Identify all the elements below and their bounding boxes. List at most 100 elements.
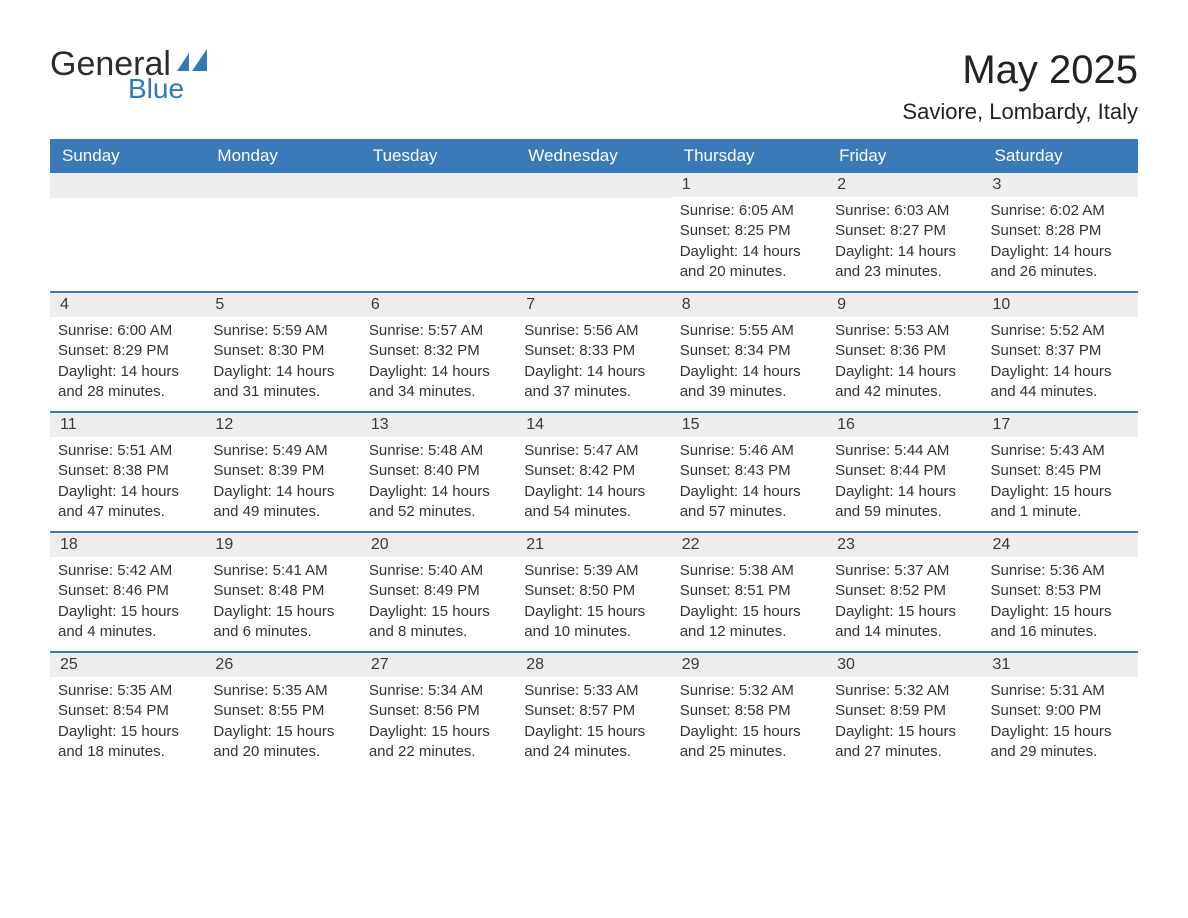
daylight-line: Daylight: 14 hours and 26 minutes. (991, 242, 1130, 283)
daylight-line: Daylight: 15 hours and 1 minute. (991, 482, 1130, 523)
empty-day-header (205, 173, 360, 198)
sunset-line: Sunset: 8:28 PM (991, 221, 1130, 241)
dow-saturday: Saturday (983, 139, 1138, 173)
day-number: 18 (50, 533, 205, 557)
sunrise-line: Sunrise: 5:33 AM (524, 681, 663, 701)
sunset-line: Sunset: 8:39 PM (213, 461, 352, 481)
day-cell: 6Sunrise: 5:57 AMSunset: 8:32 PMDaylight… (361, 293, 516, 411)
day-details: Sunrise: 6:05 AMSunset: 8:25 PMDaylight:… (672, 197, 827, 288)
day-number: 3 (983, 173, 1138, 197)
day-cell: 9Sunrise: 5:53 AMSunset: 8:36 PMDaylight… (827, 293, 982, 411)
daylight-line: Daylight: 14 hours and 47 minutes. (58, 482, 197, 523)
sunset-line: Sunset: 8:50 PM (524, 581, 663, 601)
dow-thursday: Thursday (672, 139, 827, 173)
sunrise-line: Sunrise: 6:05 AM (680, 201, 819, 221)
day-details: Sunrise: 5:32 AMSunset: 8:58 PMDaylight:… (672, 677, 827, 768)
empty-day-header (361, 173, 516, 198)
empty-day-header (50, 173, 205, 198)
day-cell: 16Sunrise: 5:44 AMSunset: 8:44 PMDayligh… (827, 413, 982, 531)
sunset-line: Sunset: 8:58 PM (680, 701, 819, 721)
day-details: Sunrise: 5:35 AMSunset: 8:54 PMDaylight:… (50, 677, 205, 768)
day-details: Sunrise: 5:34 AMSunset: 8:56 PMDaylight:… (361, 677, 516, 768)
day-number: 10 (983, 293, 1138, 317)
day-cell: 4Sunrise: 6:00 AMSunset: 8:29 PMDaylight… (50, 293, 205, 411)
sunrise-line: Sunrise: 5:34 AM (369, 681, 508, 701)
sunrise-line: Sunrise: 5:44 AM (835, 441, 974, 461)
sunset-line: Sunset: 8:56 PM (369, 701, 508, 721)
dow-tuesday: Tuesday (361, 139, 516, 173)
day-number: 25 (50, 653, 205, 677)
sunrise-line: Sunrise: 5:55 AM (680, 321, 819, 341)
day-number: 19 (205, 533, 360, 557)
sunset-line: Sunset: 8:57 PM (524, 701, 663, 721)
daylight-line: Daylight: 14 hours and 39 minutes. (680, 362, 819, 403)
day-cell: 22Sunrise: 5:38 AMSunset: 8:51 PMDayligh… (672, 533, 827, 651)
day-cell: 2Sunrise: 6:03 AMSunset: 8:27 PMDaylight… (827, 173, 982, 291)
sunrise-line: Sunrise: 5:35 AM (213, 681, 352, 701)
day-number: 20 (361, 533, 516, 557)
day-details: Sunrise: 5:40 AMSunset: 8:49 PMDaylight:… (361, 557, 516, 648)
sunrise-line: Sunrise: 5:57 AM (369, 321, 508, 341)
title-block: May 2025 Saviore, Lombardy, Italy (902, 48, 1138, 125)
daylight-line: Daylight: 15 hours and 29 minutes. (991, 722, 1130, 763)
sunset-line: Sunset: 8:49 PM (369, 581, 508, 601)
day-cell: 1Sunrise: 6:05 AMSunset: 8:25 PMDaylight… (672, 173, 827, 291)
day-details: Sunrise: 5:55 AMSunset: 8:34 PMDaylight:… (672, 317, 827, 408)
sunset-line: Sunset: 8:36 PM (835, 341, 974, 361)
day-details: Sunrise: 5:37 AMSunset: 8:52 PMDaylight:… (827, 557, 982, 648)
day-number: 9 (827, 293, 982, 317)
day-details: Sunrise: 5:57 AMSunset: 8:32 PMDaylight:… (361, 317, 516, 408)
day-cell: 15Sunrise: 5:46 AMSunset: 8:43 PMDayligh… (672, 413, 827, 531)
day-details: Sunrise: 5:42 AMSunset: 8:46 PMDaylight:… (50, 557, 205, 648)
day-number: 14 (516, 413, 671, 437)
day-details: Sunrise: 5:33 AMSunset: 8:57 PMDaylight:… (516, 677, 671, 768)
day-cell: 21Sunrise: 5:39 AMSunset: 8:50 PMDayligh… (516, 533, 671, 651)
day-details: Sunrise: 5:59 AMSunset: 8:30 PMDaylight:… (205, 317, 360, 408)
day-cell: 26Sunrise: 5:35 AMSunset: 8:55 PMDayligh… (205, 653, 360, 771)
day-details: Sunrise: 5:46 AMSunset: 8:43 PMDaylight:… (672, 437, 827, 528)
daylight-line: Daylight: 14 hours and 37 minutes. (524, 362, 663, 403)
day-cell: 3Sunrise: 6:02 AMSunset: 8:28 PMDaylight… (983, 173, 1138, 291)
daylight-line: Daylight: 14 hours and 31 minutes. (213, 362, 352, 403)
sunset-line: Sunset: 8:45 PM (991, 461, 1130, 481)
sunrise-line: Sunrise: 5:48 AM (369, 441, 508, 461)
daylight-line: Daylight: 14 hours and 57 minutes. (680, 482, 819, 523)
day-cell (361, 173, 516, 291)
day-details: Sunrise: 5:43 AMSunset: 8:45 PMDaylight:… (983, 437, 1138, 528)
day-number: 27 (361, 653, 516, 677)
sunrise-line: Sunrise: 6:02 AM (991, 201, 1130, 221)
day-details: Sunrise: 6:02 AMSunset: 8:28 PMDaylight:… (983, 197, 1138, 288)
day-number: 15 (672, 413, 827, 437)
sunset-line: Sunset: 8:42 PM (524, 461, 663, 481)
weeks-container: 1Sunrise: 6:05 AMSunset: 8:25 PMDaylight… (50, 173, 1138, 771)
day-number: 23 (827, 533, 982, 557)
daylight-line: Daylight: 14 hours and 23 minutes. (835, 242, 974, 283)
sunrise-line: Sunrise: 5:49 AM (213, 441, 352, 461)
calendar-page: General Blue May 2025 Saviore, Lombardy,… (0, 0, 1188, 811)
day-cell: 28Sunrise: 5:33 AMSunset: 8:57 PMDayligh… (516, 653, 671, 771)
sunset-line: Sunset: 8:59 PM (835, 701, 974, 721)
day-details: Sunrise: 5:35 AMSunset: 8:55 PMDaylight:… (205, 677, 360, 768)
dow-friday: Friday (827, 139, 982, 173)
day-number: 1 (672, 173, 827, 197)
day-details: Sunrise: 5:39 AMSunset: 8:50 PMDaylight:… (516, 557, 671, 648)
sunset-line: Sunset: 8:48 PM (213, 581, 352, 601)
day-cell: 19Sunrise: 5:41 AMSunset: 8:48 PMDayligh… (205, 533, 360, 651)
sunrise-line: Sunrise: 5:46 AM (680, 441, 819, 461)
sunset-line: Sunset: 8:40 PM (369, 461, 508, 481)
empty-day-header (516, 173, 671, 198)
logo-sail-icon (175, 49, 211, 76)
sunset-line: Sunset: 8:34 PM (680, 341, 819, 361)
sunrise-line: Sunrise: 6:03 AM (835, 201, 974, 221)
daylight-line: Daylight: 15 hours and 18 minutes. (58, 722, 197, 763)
day-details: Sunrise: 5:32 AMSunset: 8:59 PMDaylight:… (827, 677, 982, 768)
sunrise-line: Sunrise: 5:32 AM (835, 681, 974, 701)
day-details: Sunrise: 6:03 AMSunset: 8:27 PMDaylight:… (827, 197, 982, 288)
daylight-line: Daylight: 15 hours and 4 minutes. (58, 602, 197, 643)
day-number: 8 (672, 293, 827, 317)
daylight-line: Daylight: 14 hours and 59 minutes. (835, 482, 974, 523)
day-cell: 24Sunrise: 5:36 AMSunset: 8:53 PMDayligh… (983, 533, 1138, 651)
daylight-line: Daylight: 14 hours and 42 minutes. (835, 362, 974, 403)
day-cell: 29Sunrise: 5:32 AMSunset: 8:58 PMDayligh… (672, 653, 827, 771)
day-details: Sunrise: 5:41 AMSunset: 8:48 PMDaylight:… (205, 557, 360, 648)
